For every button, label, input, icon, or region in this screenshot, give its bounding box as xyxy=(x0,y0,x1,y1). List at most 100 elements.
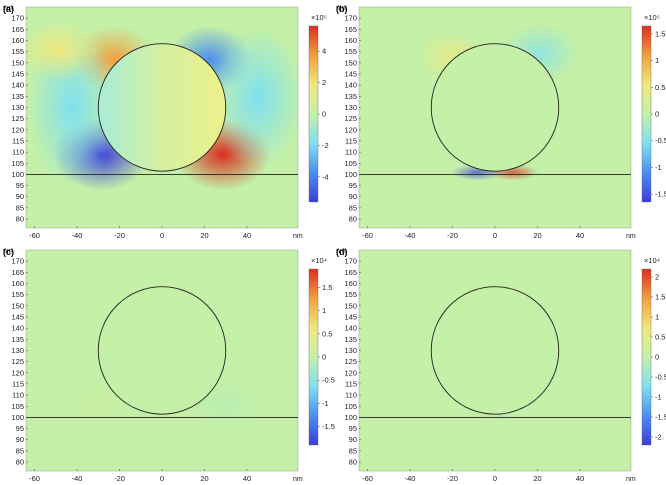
y-tick-label: 160 xyxy=(344,279,357,288)
y-tick-label: 95 xyxy=(349,424,357,433)
x-tick-label: 0 xyxy=(493,231,497,240)
y-tick-label: 85 xyxy=(349,203,357,212)
y-tick-label: 150 xyxy=(11,58,24,67)
y-tick-label: 85 xyxy=(16,203,24,212)
y-tick-label: 170 xyxy=(11,14,24,23)
y-tick-label: 160 xyxy=(11,279,24,288)
y-tick-label: 100 xyxy=(344,170,357,179)
field-overlay xyxy=(475,413,515,420)
y-tick-label: 135 xyxy=(11,92,24,101)
colorbar-tick-label: 1 xyxy=(655,56,659,65)
x-tick-label: -60 xyxy=(29,474,40,483)
colorbar-tick-label: 2 xyxy=(655,273,659,282)
colorbar-tick-label: 0.5 xyxy=(322,329,332,338)
colorbar-tick-label: -2 xyxy=(655,433,662,442)
y-tick-label: 165 xyxy=(11,25,24,34)
y-tick-label: 140 xyxy=(11,324,24,333)
x-tick-label: -40 xyxy=(72,474,83,483)
colorbar-tick-label: 0 xyxy=(322,110,326,119)
colorbar-tick-label: -0.5 xyxy=(655,373,666,382)
y-tick-label: 130 xyxy=(11,346,24,355)
y-tick-label: 165 xyxy=(344,25,357,34)
y-tick-label: 80 xyxy=(16,215,24,224)
y-tick-label: 100 xyxy=(11,170,24,179)
y-tick-label: 125 xyxy=(11,114,24,123)
colorbar-tick-label: -1 xyxy=(655,393,662,402)
panel-c: 170 165 160 155 150 145 140 135 130 125 120 115 110 1… xyxy=(0,243,335,485)
x-tick-label: -60 xyxy=(362,231,373,240)
x-tick-label: 20 xyxy=(200,231,208,240)
y-tick-label: 120 xyxy=(344,368,357,377)
colorbar-unit: ×10⁵ xyxy=(311,13,327,22)
y-tick-label: 140 xyxy=(344,81,357,90)
y-tick-label: 135 xyxy=(11,335,24,344)
colorbar-tick-label: -4 xyxy=(322,172,329,181)
x-tick-label: -60 xyxy=(29,231,40,240)
y-tick-label: 155 xyxy=(344,47,357,56)
colorbar xyxy=(308,25,319,203)
x-tick-label: -20 xyxy=(114,474,125,483)
colorbar-tick-label: 1.5 xyxy=(655,30,665,39)
x-tick-label: 40 xyxy=(576,474,584,483)
x-tick-label: -20 xyxy=(447,231,458,240)
y-tick-label: 100 xyxy=(344,413,357,422)
y-tick-label: 95 xyxy=(16,424,24,433)
y-tick-label: 160 xyxy=(11,36,24,45)
y-tick-label: 105 xyxy=(344,402,357,411)
y-tick-label: 120 xyxy=(11,368,24,377)
y-axis-unit: nm xyxy=(336,248,346,255)
colorbar-tick-label: 0.5 xyxy=(655,333,665,342)
y-tick-label: 80 xyxy=(16,458,24,467)
sphere-interior xyxy=(98,43,226,172)
x-tick-label: -60 xyxy=(362,474,373,483)
y-tick-label: 90 xyxy=(349,192,357,201)
field-map-a: 170 165 160 155 150 145 140 135 130 125 120 115 110 1… xyxy=(3,4,329,240)
colorbar-tick-label: -1 xyxy=(322,399,329,408)
x-tick-label: 20 xyxy=(200,474,208,483)
field-hotspot-gap-right xyxy=(491,413,515,420)
y-tick-label: 90 xyxy=(16,435,24,444)
y-tick-label: 125 xyxy=(11,357,24,366)
field-map-b: 1701651601551501451401351301251201151101… xyxy=(336,4,666,240)
panel-label: (c) xyxy=(3,247,14,257)
y-tick-label: 145 xyxy=(344,312,357,321)
field-map-c: 1701651601551501451401351301251201151101… xyxy=(3,247,335,483)
colorbar-tick-label: -0.5 xyxy=(322,376,335,385)
y-tick-label: 105 xyxy=(11,159,24,168)
y-tick-label: 110 xyxy=(345,148,357,157)
colorbar-tick-label: 1 xyxy=(655,313,659,322)
sphere-outline xyxy=(97,43,227,172)
y-tick-label: 150 xyxy=(344,301,357,310)
sphere-outline xyxy=(430,43,560,172)
y-tick-label: 85 xyxy=(16,446,24,455)
field-map-d: 1701651601551501451401351301251201151101… xyxy=(336,247,666,483)
colorbar-tick-label: 1.5 xyxy=(655,293,665,302)
colorbar-tick-label: -1.5 xyxy=(322,422,335,431)
y-tick-label: 125 xyxy=(344,357,357,366)
y-tick-label: 155 xyxy=(11,290,24,299)
x-tick-label: 20 xyxy=(533,231,541,240)
y-tick-label: 80 xyxy=(349,458,357,467)
y-tick-label: 80 xyxy=(349,215,357,224)
panel-d: 170 165 160 155 150 145 140 135 130 125 120 115 110 1… xyxy=(333,243,666,485)
y-tick-label: 160 xyxy=(344,36,357,45)
panel-a: 170 165 160 155 150 145 140 135 130 125 120 115 110 1… xyxy=(0,0,333,242)
y-tick-label: 90 xyxy=(16,192,24,201)
y-tick-label: 170 xyxy=(11,257,24,266)
colorbar-unit: ×10⁴ xyxy=(644,256,660,265)
sphere-interior xyxy=(98,286,226,415)
colorbar xyxy=(641,268,652,446)
panel-label: (b) xyxy=(336,4,348,14)
y-tick-label: 105 xyxy=(11,402,24,411)
x-axis-unit: nm xyxy=(626,476,636,483)
colorbar xyxy=(308,268,319,446)
y-tick-label: 145 xyxy=(344,69,357,78)
x-tick-label: 0 xyxy=(493,474,497,483)
colorbar-tick-label: 0 xyxy=(655,353,659,362)
y-tick-label: 120 xyxy=(11,125,24,134)
field-halo-yellow-left xyxy=(26,20,102,81)
y-tick-label: 130 xyxy=(344,346,357,355)
colorbar-tick-label: 0.5 xyxy=(655,83,665,92)
y-tick-label: 150 xyxy=(11,301,24,310)
y-tick-label: 130 xyxy=(11,103,24,112)
